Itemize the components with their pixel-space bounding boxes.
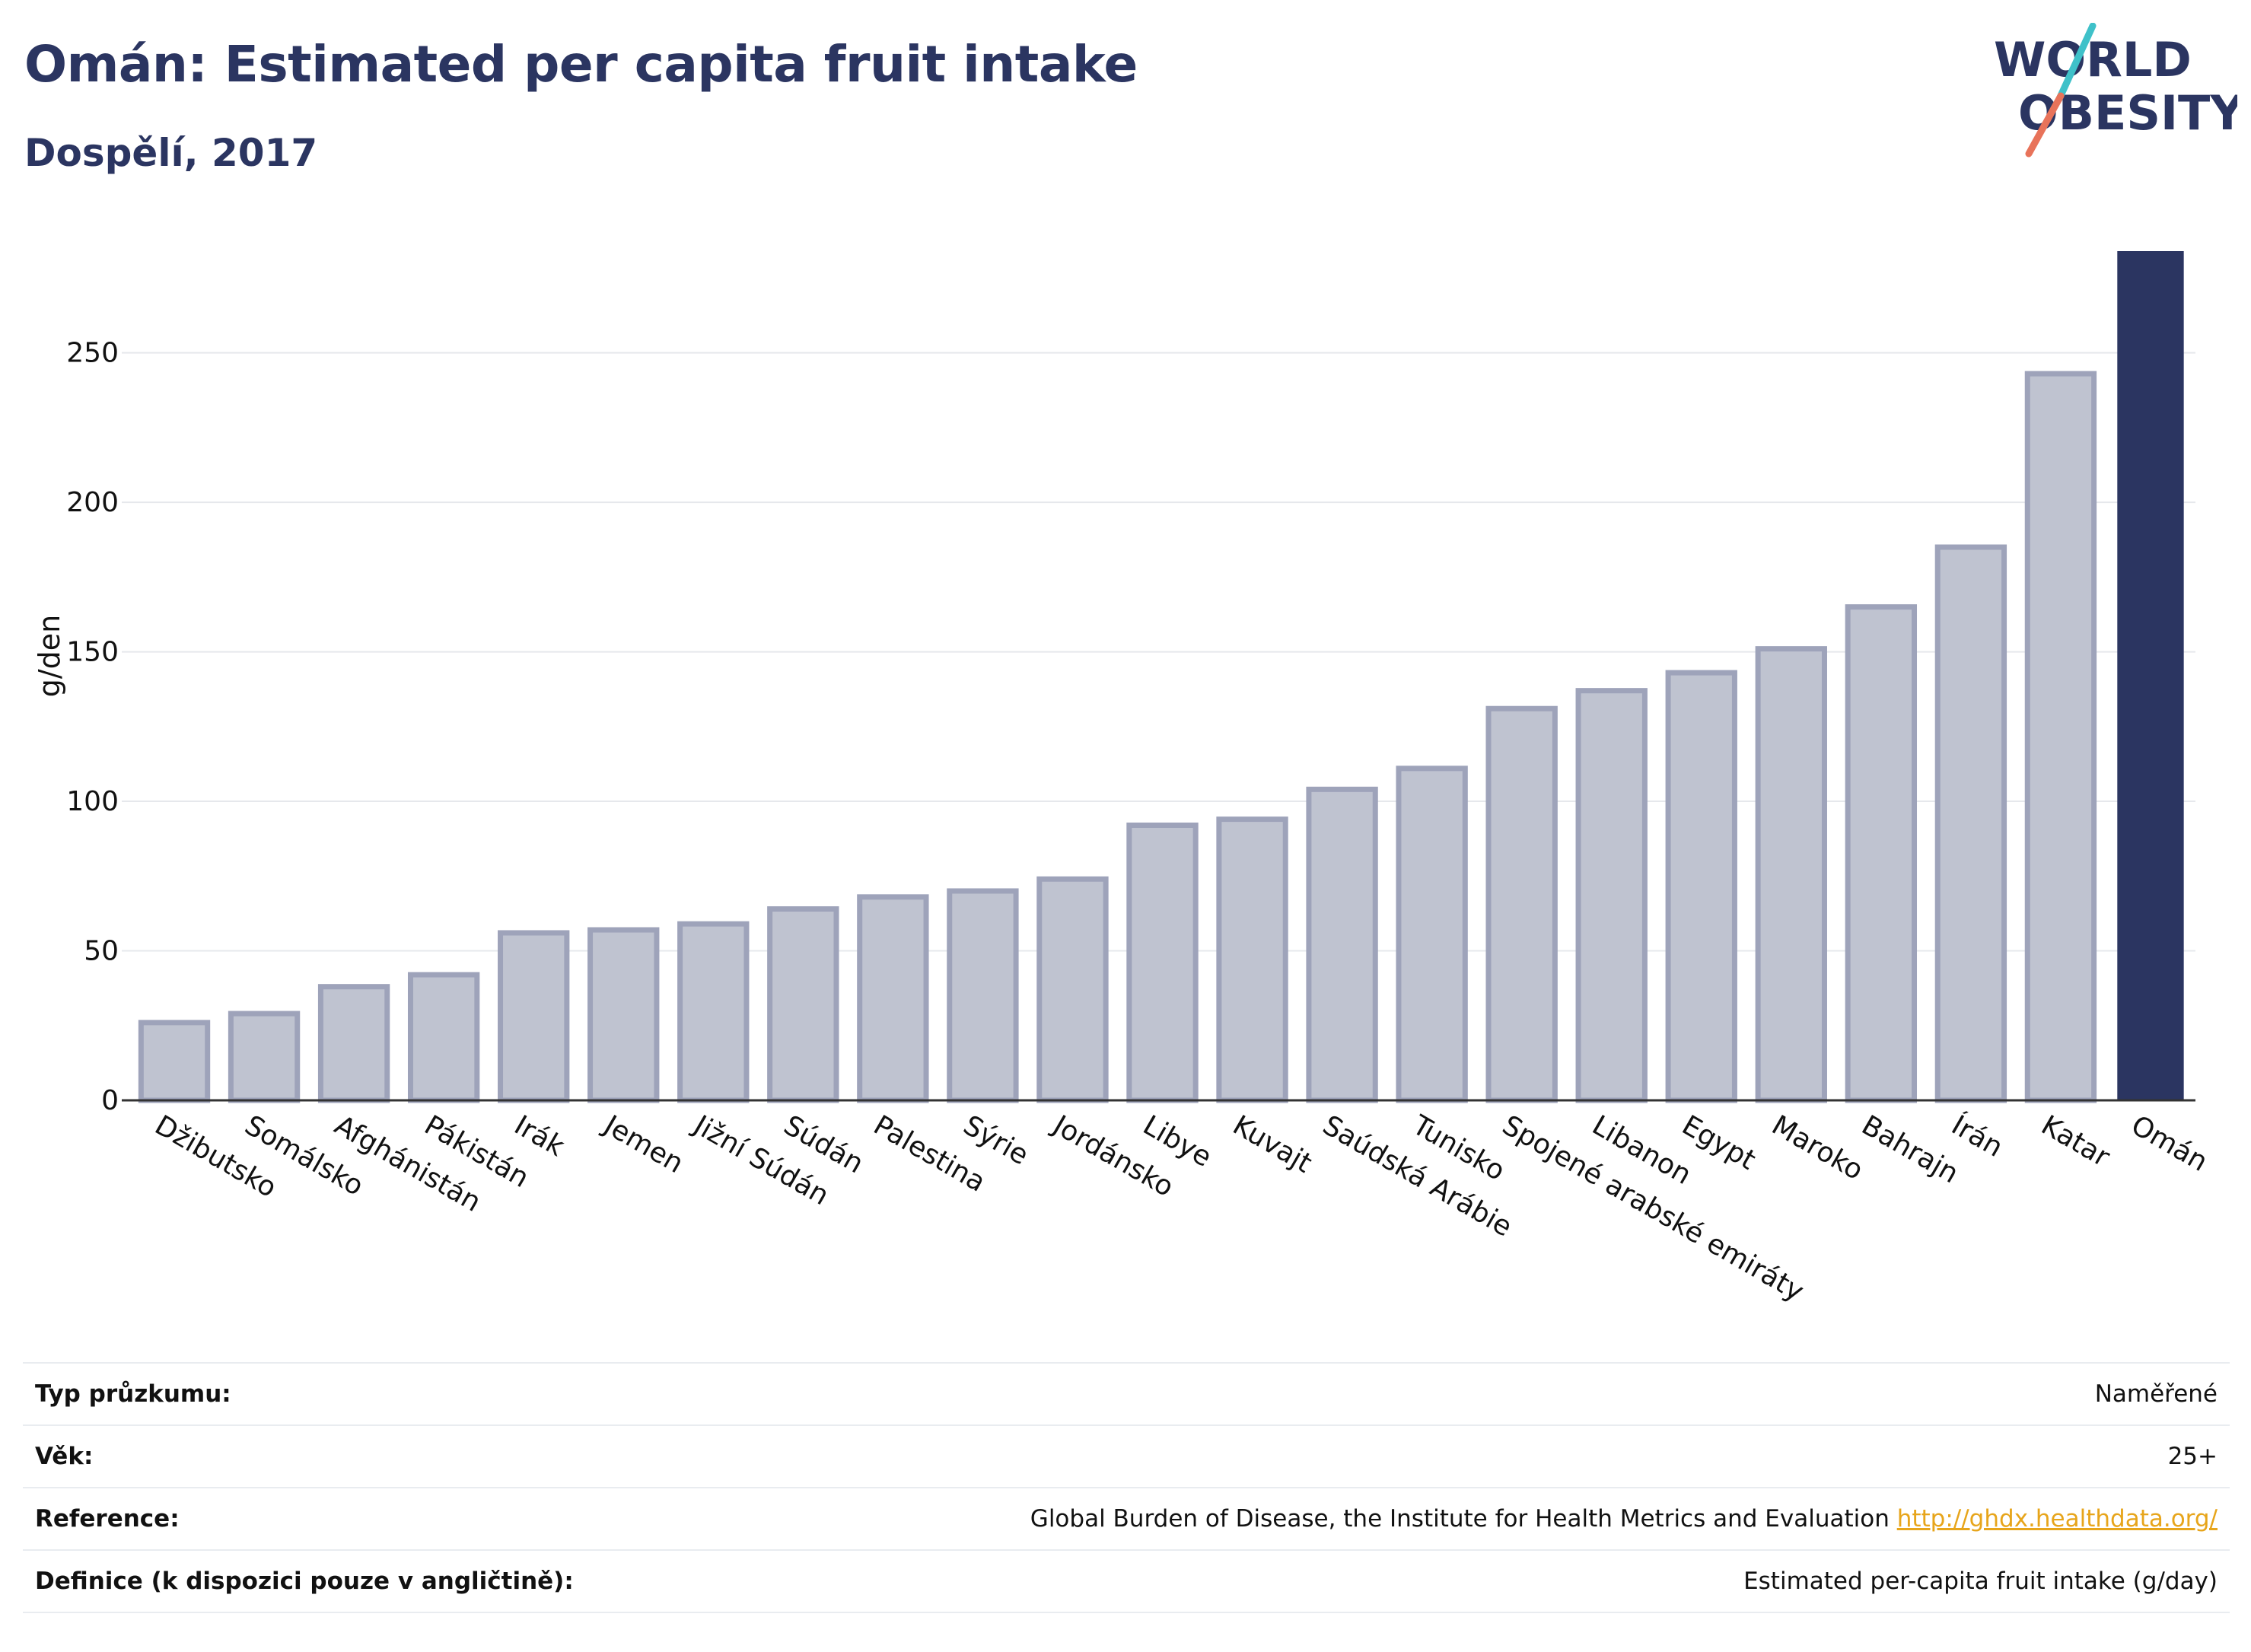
x-tick-labels: DžibutskoSomálskoAfghánistánPákistánIrák… — [150, 1109, 2213, 1307]
info-key: Reference: — [35, 1505, 180, 1533]
x-tick-label: Bahrajn — [1856, 1109, 1963, 1189]
bar-chart: 0 50 100 150 200 250 DžibutskoSomálskoAfgháni… — [33, 251, 2213, 1308]
bar — [317, 984, 390, 1103]
bar — [1665, 670, 1737, 1103]
bar — [587, 927, 660, 1103]
info-value: Global Burden of Disease, the Institute … — [723, 1488, 2230, 1550]
bar — [1845, 604, 1918, 1103]
world-obesity-logo: WORLD OBESITY — [1994, 23, 2237, 158]
x-tick-label: Katar — [2036, 1109, 2115, 1173]
y-tick-label: 50 — [84, 936, 119, 967]
logo-slash-teal — [2055, 23, 2097, 103]
bar — [498, 930, 570, 1103]
bar — [767, 906, 839, 1103]
bar — [1216, 816, 1288, 1103]
bar — [1934, 544, 2007, 1103]
info-key: Definice (k dispozici pouze v angličtině… — [35, 1568, 574, 1595]
info-row-age: Věk: 25+ — [23, 1425, 2230, 1488]
bar — [1306, 786, 1378, 1103]
bar — [2024, 371, 2097, 1103]
y-tick-labels: 0 50 100 150 200 250 — [66, 338, 119, 1116]
bar — [228, 1011, 301, 1103]
bar — [1126, 822, 1199, 1103]
bar — [1485, 705, 1558, 1103]
y-axis-label: g/den — [33, 615, 66, 698]
bar — [1755, 646, 1827, 1103]
bar — [138, 1020, 211, 1103]
x-tick-label: Írán — [1946, 1109, 2008, 1163]
bar — [2117, 251, 2184, 1100]
bar — [677, 921, 750, 1103]
info-table: Typ průzkumu: Naměřené Věk: 25+ Referenc… — [23, 1362, 2230, 1613]
y-tick-label: 0 — [101, 1085, 119, 1116]
info-row-survey-type: Typ průzkumu: Naměřené — [23, 1363, 2230, 1425]
reference-text: Global Burden of Disease, the Institute … — [1030, 1505, 1890, 1533]
x-tick-label: Irák — [509, 1109, 570, 1163]
bar — [1036, 876, 1109, 1103]
chart-title: Omán: Estimated per capita fruit intake — [24, 35, 1138, 94]
x-tick-label: Maroko — [1766, 1109, 1868, 1186]
info-key: Typ průzkumu: — [35, 1380, 231, 1408]
bar — [407, 972, 480, 1103]
info-value: 25+ — [2167, 1443, 2218, 1470]
y-tick-label: 150 — [66, 637, 119, 668]
y-tick-label: 250 — [66, 338, 119, 369]
x-tick-label: Jemen — [597, 1109, 689, 1179]
info-row-definition: Definice (k dispozici pouze v angličtině… — [23, 1550, 2230, 1612]
chart-subtitle: Dospělí, 2017 — [24, 131, 318, 175]
bars — [138, 251, 2184, 1103]
bar — [1396, 766, 1468, 1103]
info-key: Věk: — [35, 1443, 94, 1470]
reference-link[interactable]: http://ghdx.healthdata.org/ — [1896, 1505, 2218, 1533]
bar — [947, 888, 1019, 1103]
x-tick-label: Omán — [2125, 1109, 2212, 1178]
x-tick-label: Kuvajt — [1227, 1109, 1317, 1179]
info-value: Estimated per-capita fruit intake (g/day… — [1743, 1568, 2218, 1595]
logo-line1: WORLD — [1994, 32, 2192, 88]
y-tick-label: 200 — [66, 487, 119, 518]
info-row-reference: Reference: Global Burden of Disease, the… — [23, 1488, 2230, 1550]
bar — [857, 894, 929, 1103]
y-tick-label: 100 — [66, 786, 119, 817]
info-value: Naměřené — [2094, 1380, 2218, 1408]
bar — [1575, 688, 1648, 1103]
logo-slash-coral — [2025, 92, 2065, 158]
